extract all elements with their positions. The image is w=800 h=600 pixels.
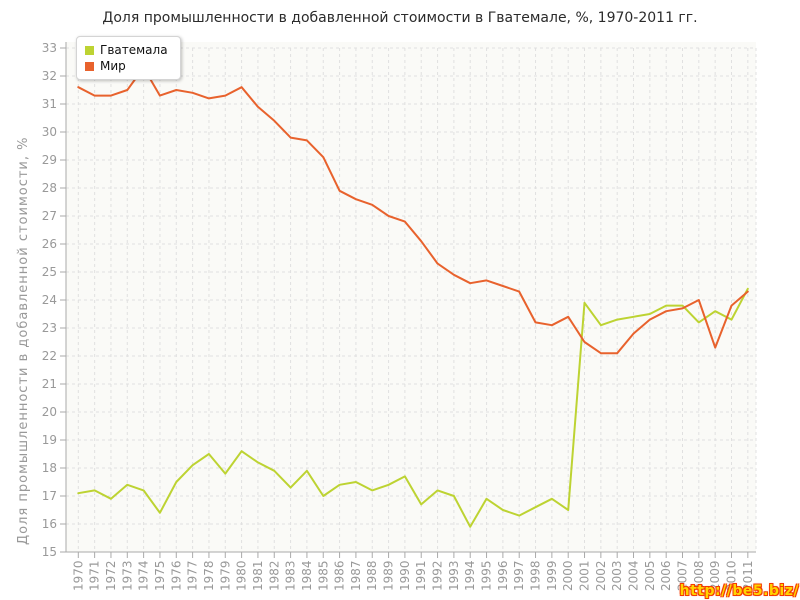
svg-text:2004: 2004 (627, 560, 641, 591)
x-axis-labels: 1970 1971 1972 1973 1974 1975 1976 1977 1978 1979… (71, 560, 755, 591)
y-axis-title: Доля промышленности в добавленной стоимо… (16, 137, 31, 546)
svg-text:1997: 1997 (512, 560, 526, 591)
svg-text:21: 21 (42, 377, 57, 391)
svg-text:2009: 2009 (708, 560, 722, 591)
svg-text:1987: 1987 (349, 560, 363, 591)
legend-item-world[interactable]: Мир (85, 58, 168, 74)
svg-text:1984: 1984 (300, 560, 314, 591)
svg-text:2010: 2010 (725, 560, 739, 591)
legend-swatch-guatemala (85, 45, 94, 55)
svg-text:31: 31 (42, 97, 57, 111)
svg-text:1981: 1981 (251, 560, 265, 591)
series-line-guatemala (77, 287, 749, 528)
svg-text:2001: 2001 (578, 560, 592, 591)
legend-item-guatemala[interactable]: Гватемала (85, 42, 168, 58)
svg-text:16: 16 (42, 517, 57, 531)
svg-text:28: 28 (42, 181, 57, 195)
y-axis-labels: 15 16 17 18 19 20 21 22 23 24 25 26 27 28 29 30 31 32 33 (42, 41, 57, 559)
svg-text:1977: 1977 (186, 560, 200, 591)
legend: Гватемала Мир (76, 36, 181, 80)
svg-text:1989: 1989 (382, 560, 396, 591)
svg-text:27: 27 (42, 209, 57, 223)
svg-text:22: 22 (42, 349, 57, 363)
axes (60, 42, 756, 558)
legend-label-world: Мир (100, 59, 126, 73)
svg-text:1990: 1990 (398, 560, 412, 591)
svg-text:1972: 1972 (104, 560, 118, 591)
svg-text:1992: 1992 (431, 560, 445, 591)
svg-text:2005: 2005 (643, 560, 657, 591)
series-line-world (77, 66, 749, 355)
svg-text:1976: 1976 (169, 560, 183, 591)
svg-text:24: 24 (42, 293, 57, 307)
svg-text:15: 15 (42, 545, 57, 559)
svg-text:1982: 1982 (267, 560, 281, 591)
svg-text:33: 33 (42, 41, 57, 55)
legend-swatch-world (85, 61, 94, 71)
svg-text:30: 30 (42, 125, 57, 139)
gridlines (66, 47, 757, 552)
legend-label-guatemala: Гватемала (100, 43, 168, 57)
svg-text:29: 29 (42, 153, 57, 167)
svg-text:18: 18 (42, 461, 57, 475)
svg-text:1974: 1974 (137, 560, 151, 591)
svg-text:2006: 2006 (659, 560, 673, 591)
svg-text:1995: 1995 (480, 560, 494, 591)
svg-text:19: 19 (42, 433, 57, 447)
svg-text:1978: 1978 (202, 560, 216, 591)
svg-text:2008: 2008 (692, 560, 706, 591)
svg-text:1971: 1971 (88, 560, 102, 591)
svg-text:1970: 1970 (71, 560, 85, 591)
svg-text:2007: 2007 (676, 560, 690, 591)
svg-text:26: 26 (42, 237, 57, 251)
svg-text:2002: 2002 (594, 560, 608, 591)
svg-text:1991: 1991 (414, 560, 428, 591)
svg-text:25: 25 (42, 265, 57, 279)
svg-text:17: 17 (42, 489, 57, 503)
chart-title: Доля промышленности в добавленной стоимо… (102, 10, 698, 26)
svg-text:1999: 1999 (545, 560, 559, 591)
svg-text:1986: 1986 (333, 560, 347, 591)
svg-text:2011: 2011 (741, 560, 755, 591)
watermark-link[interactable]: http://be5.biz/ (679, 583, 799, 599)
svg-text:32: 32 (42, 69, 57, 83)
svg-text:1985: 1985 (316, 560, 330, 591)
svg-text:1973: 1973 (120, 560, 134, 591)
svg-text:23: 23 (42, 321, 57, 335)
svg-text:20: 20 (42, 405, 57, 419)
svg-text:1983: 1983 (284, 560, 298, 591)
svg-text:1994: 1994 (463, 560, 477, 591)
svg-text:1988: 1988 (365, 560, 379, 591)
svg-text:1975: 1975 (153, 560, 167, 591)
svg-text:1996: 1996 (496, 560, 510, 591)
svg-text:2000: 2000 (561, 560, 575, 591)
svg-text:1980: 1980 (235, 560, 249, 591)
svg-text:1979: 1979 (218, 560, 232, 591)
svg-text:1998: 1998 (529, 560, 543, 591)
plot-background (66, 42, 756, 552)
svg-text:1993: 1993 (447, 560, 461, 591)
svg-text:2003: 2003 (610, 560, 624, 591)
